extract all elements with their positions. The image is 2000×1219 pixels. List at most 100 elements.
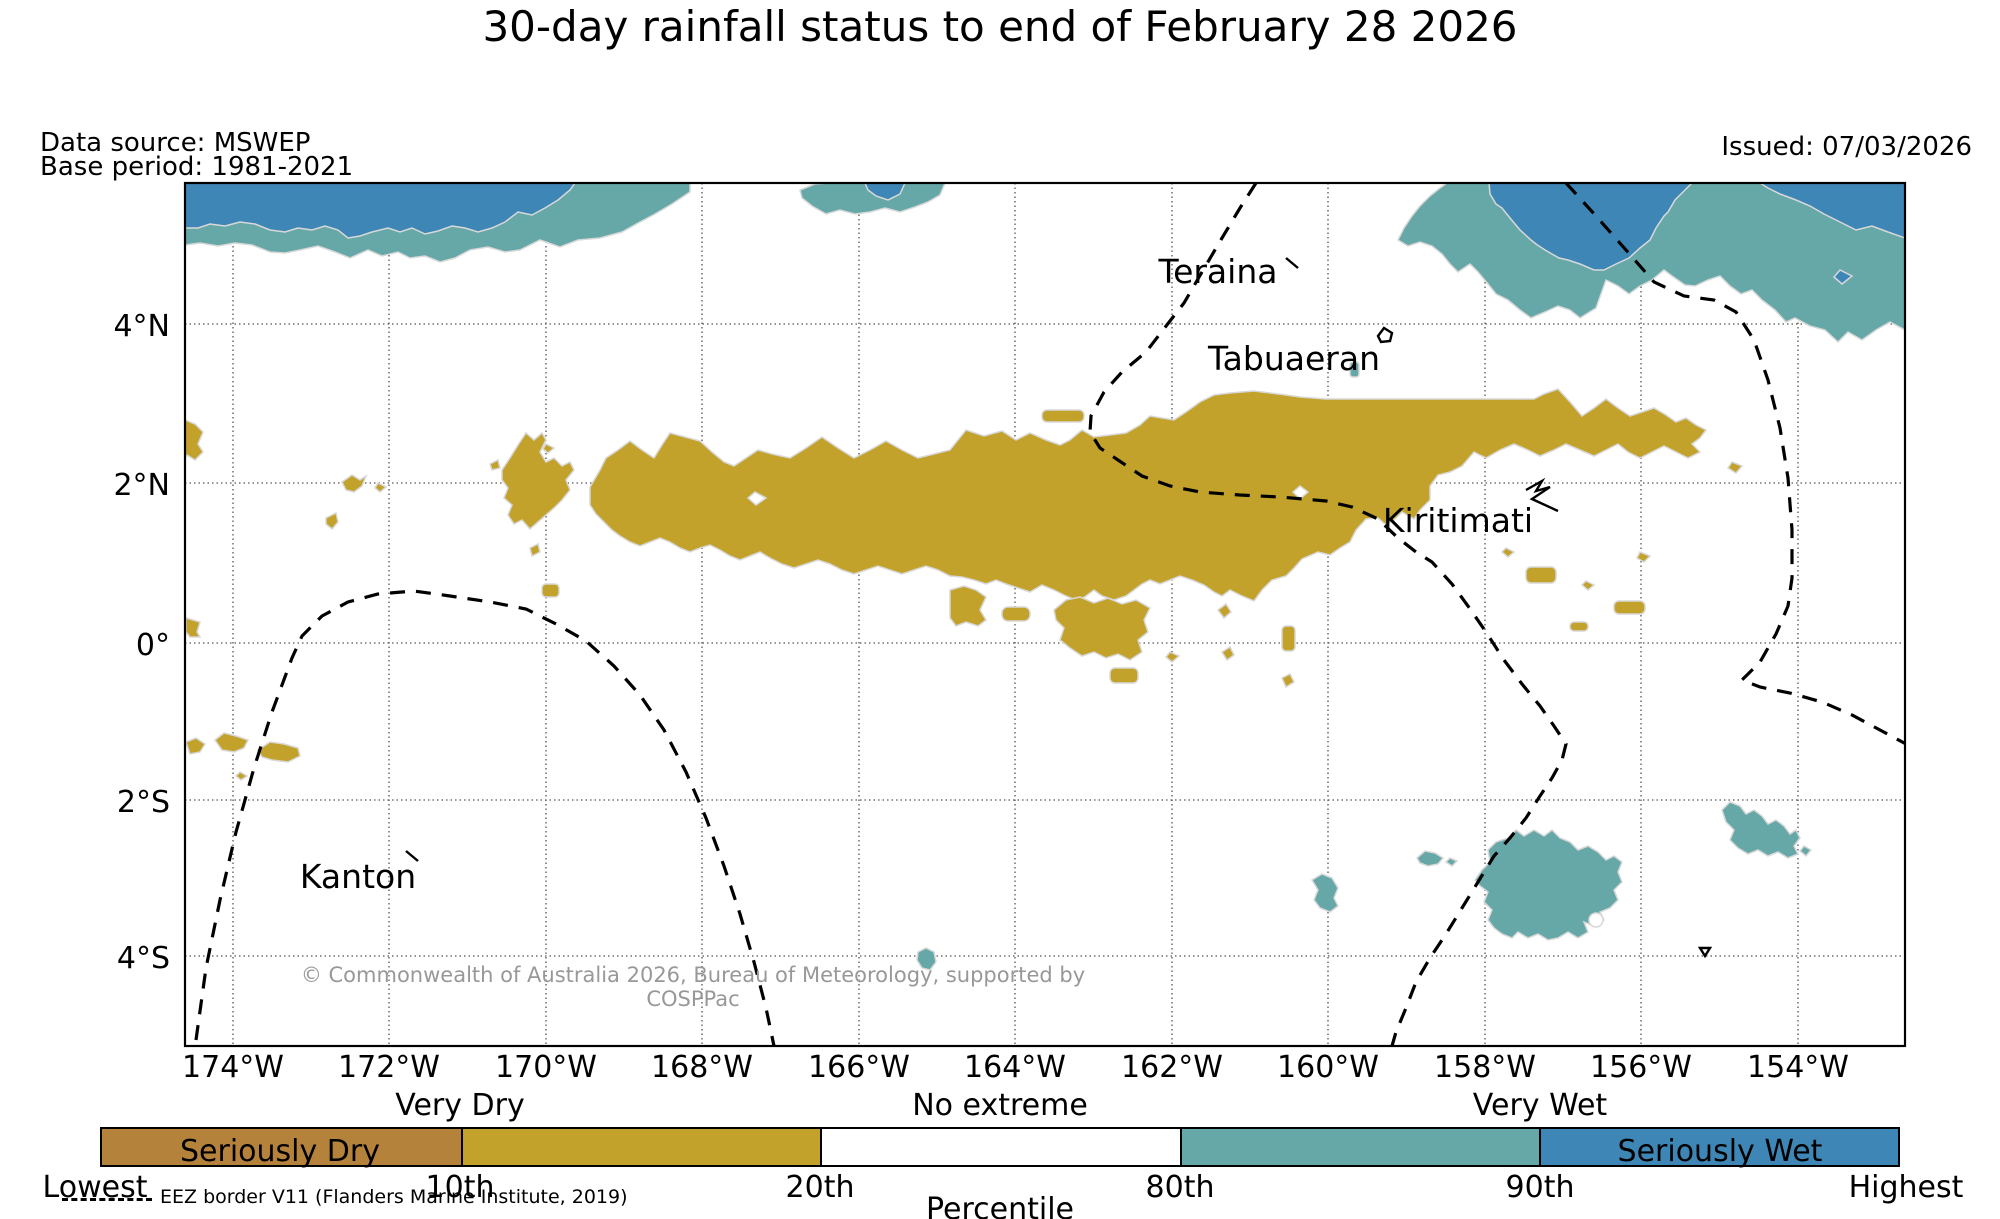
dry-patch [1164, 651, 1181, 663]
dry-patch [1569, 621, 1589, 632]
dry-region-lower-arm [1053, 596, 1151, 661]
lat-label-2n: 2°N [113, 468, 170, 503]
eez-border-lines [194, 183, 1905, 1046]
eez-border-line-east [1564, 183, 1905, 746]
eez-dash-sample [62, 1198, 152, 1201]
data-source-label: Data source: MSWEP [40, 128, 311, 158]
colorbar-segment-seriously-dry [102, 1129, 462, 1165]
wet-blob-right-cluster [1721, 801, 1801, 859]
eez-border-kanton-arc [194, 589, 776, 1046]
dry-patch [1613, 600, 1646, 615]
dry-patch [1220, 645, 1235, 662]
lon-label-162w: 162°W [1121, 1050, 1223, 1085]
lon-label-166w: 166°W [808, 1050, 910, 1085]
wet-region-topright-seriouslywet [1488, 183, 1694, 271]
kiritimati-island-icon [1525, 477, 1559, 513]
colorbar-segment-seriously-wet [1538, 1129, 1898, 1165]
island-label-tabuaeran: Tabuaeran [1207, 339, 1380, 378]
legend-label-seriously-wet: Seriously Wet [1617, 1134, 1823, 1169]
dry-patch [257, 741, 301, 763]
percentile-tick-90th: 90th [1505, 1170, 1575, 1205]
wet-blob-hole [1588, 912, 1604, 928]
island-label-kanton: Kanton [299, 857, 417, 896]
wet-region-topmid-seriouslywet [864, 183, 906, 201]
wet-speck-verywet [1349, 361, 1360, 378]
percentile-axis-label: Percentile [925, 1192, 1074, 1219]
dry-bar-above-band [1041, 409, 1085, 423]
lon-label-174w: 174°W [182, 1050, 284, 1085]
dry-patch [325, 511, 339, 531]
graticule-grid [185, 183, 1905, 1046]
dry-patch [1726, 461, 1744, 474]
wet-blob-small [1798, 845, 1813, 858]
small-island-icon [1697, 946, 1713, 959]
lon-label-156w: 156°W [1590, 1050, 1692, 1085]
eez-border-line-central [1088, 183, 1568, 1046]
lon-label-160w: 160°W [1277, 1050, 1379, 1085]
dry-patch [1281, 672, 1295, 689]
dry-patch [529, 542, 541, 558]
copyright-notice: © Commonwealth of Australia 2026, Bureau… [300, 963, 1086, 1011]
island-label-teraina: Teraina [1158, 252, 1278, 291]
legend-label-seriously-dry: Seriously Dry [180, 1134, 380, 1169]
dry-region-main [589, 388, 1708, 602]
dry-patch [1580, 580, 1596, 591]
kanton-island-icon [405, 850, 419, 862]
percentile-tick-10th: 10th [425, 1170, 495, 1205]
lon-label-164w: 164°W [964, 1050, 1066, 1085]
legend-group-very-dry: Very Dry [395, 1088, 525, 1123]
lon-label-154w: 154°W [1747, 1050, 1849, 1085]
dry-patch [213, 732, 250, 753]
colorbar-segment-very-dry [461, 1129, 821, 1165]
dry-patch [542, 443, 556, 454]
lon-label-172w: 172°W [338, 1050, 440, 1085]
lat-label-4n: 4°N [113, 309, 170, 344]
legend-group-very-wet: Very Wet [1472, 1088, 1608, 1123]
lon-label-170w: 170°W [495, 1050, 597, 1085]
dry-patch [1525, 566, 1557, 584]
percentile-tick-80th: 80th [1145, 1170, 1215, 1205]
percentile-tick-highest: Highest [1848, 1170, 1964, 1205]
wet-speck-seriouslywet [1832, 269, 1854, 285]
dry-patch [185, 737, 207, 755]
dry-patch [1001, 606, 1031, 622]
lon-label-158w: 158°W [1434, 1050, 1536, 1085]
dry-region-left-cluster [501, 431, 575, 531]
colorbar-segment-no-extreme [820, 1129, 1180, 1165]
dry-patch [234, 771, 249, 781]
dry-patch [1216, 602, 1232, 620]
dry-patch [541, 583, 560, 598]
dry-patch [374, 482, 388, 493]
dry-patch [1109, 667, 1139, 684]
dry-patch [1500, 547, 1516, 558]
wet-blob-small [1416, 850, 1445, 867]
dry-patch [1636, 551, 1652, 563]
dry-patch [341, 474, 368, 493]
teraina-island-icon [1285, 257, 1299, 269]
base-period-label: Base period: 1981-2021 [40, 152, 354, 182]
dry-patch [185, 617, 202, 638]
page-title: 30-day rainfall status to end of Februar… [482, 2, 1518, 51]
wet-blob-small [1310, 873, 1339, 913]
wet-blob-bottomcenter-dot [916, 947, 937, 971]
dry-band-hole [746, 491, 768, 506]
map-frame [183, 181, 1907, 1048]
issued-date-label: Issued: 07/03/2026 [1721, 132, 1972, 162]
wet-region-topleft-seriouslywet [185, 183, 576, 239]
lon-label-168w: 168°W [651, 1050, 753, 1085]
dry-patch [185, 419, 204, 461]
wet-blob-small [1444, 857, 1459, 867]
lat-label-4s: 4°S [116, 941, 170, 976]
dry-patch [949, 585, 987, 627]
island-label-kiritimati: Kiritimati [1382, 501, 1534, 540]
eez-border-note: EEZ border V11 (Flanders Marine Institut… [160, 1186, 628, 1208]
tabuaeran-island-icon [1376, 326, 1394, 344]
dry-patch [489, 458, 501, 471]
percentile-colorbar [100, 1127, 1900, 1167]
wet-region-topright-corner-seriouslywet [1758, 183, 1905, 239]
legend-group-no-extreme: No extreme [912, 1088, 1088, 1123]
percentile-tick-20th: 20th [785, 1170, 855, 1205]
lat-label-0: 0° [135, 628, 170, 663]
